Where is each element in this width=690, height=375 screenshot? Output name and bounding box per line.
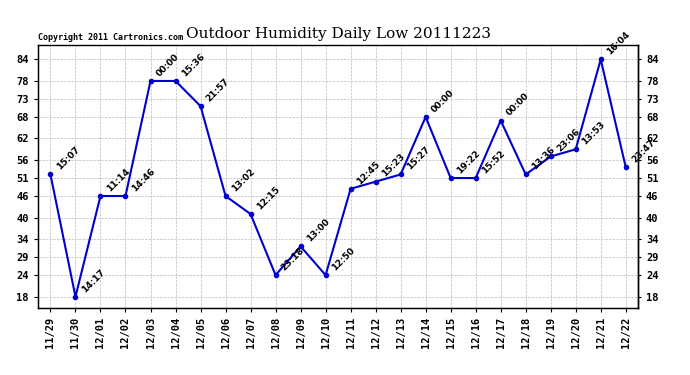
Text: 00:00: 00:00 [155,52,181,78]
Text: 19:22: 19:22 [455,148,482,175]
Text: 15:52: 15:52 [480,148,506,175]
Text: 15:23: 15:23 [380,152,406,179]
Text: 16:04: 16:04 [605,30,631,57]
Text: 15:27: 15:27 [405,145,431,172]
Text: 23:18: 23:18 [279,246,306,272]
Text: 14:17: 14:17 [79,267,106,294]
Text: Copyright 2011 Cartronics.com: Copyright 2011 Cartronics.com [38,33,183,42]
Text: 13:36: 13:36 [530,145,556,172]
Text: 23:06: 23:06 [555,127,582,154]
Text: 13:02: 13:02 [230,167,256,193]
Text: 00:00: 00:00 [430,88,456,114]
Text: 14:46: 14:46 [130,166,157,193]
Text: 21:57: 21:57 [205,76,231,104]
Text: 15:36: 15:36 [179,52,206,78]
Text: 23:47: 23:47 [630,138,657,165]
Text: 13:53: 13:53 [580,120,607,147]
Text: 13:00: 13:00 [305,217,331,244]
Text: 12:15: 12:15 [255,184,282,211]
Text: 12:50: 12:50 [330,246,356,272]
Text: 00:00: 00:00 [505,92,531,118]
Text: 11:14: 11:14 [105,166,131,193]
Text: 12:45: 12:45 [355,159,382,186]
Title: Outdoor Humidity Daily Low 20111223: Outdoor Humidity Daily Low 20111223 [186,27,491,41]
Text: 15:07: 15:07 [55,145,81,172]
